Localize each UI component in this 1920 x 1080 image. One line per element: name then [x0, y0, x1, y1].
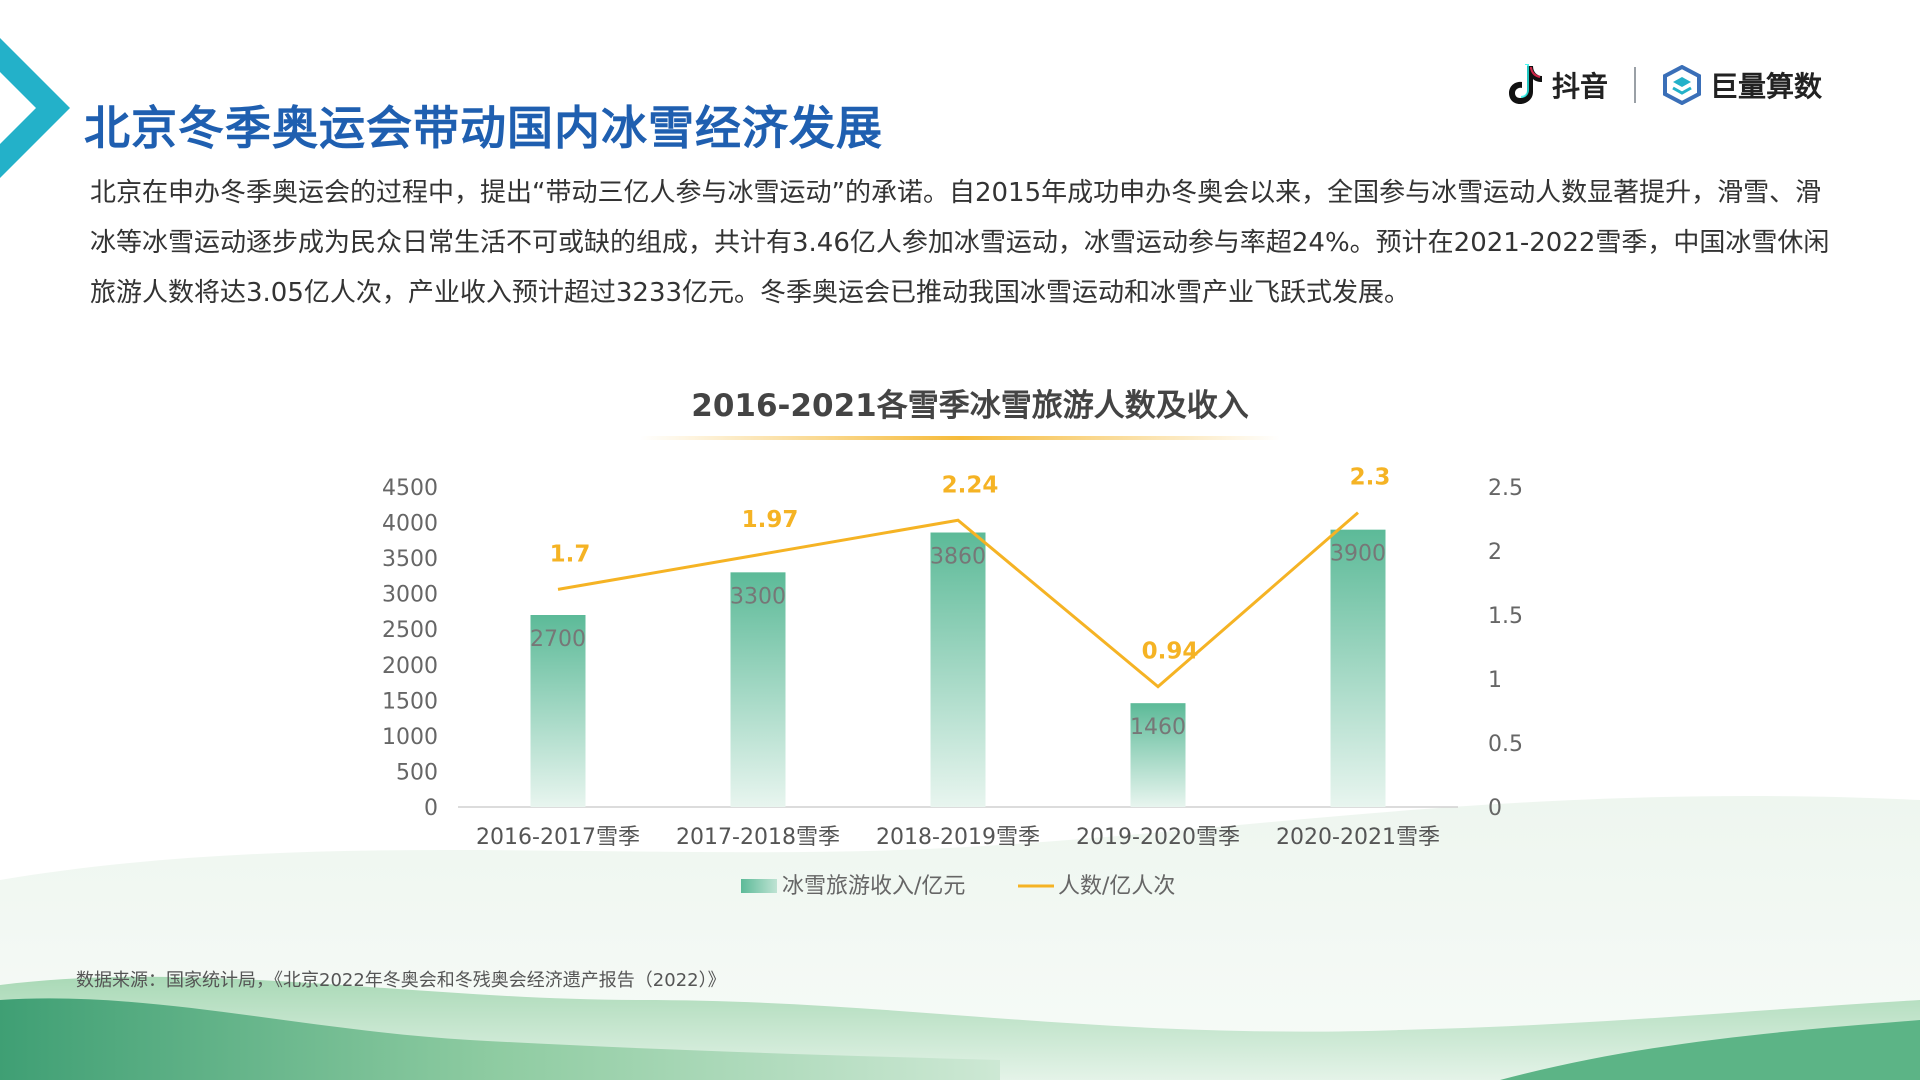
bar-value-label: 3300	[730, 584, 786, 609]
right-axis-tick-label: 2	[1488, 540, 1502, 565]
line-value-label: 2.3	[1350, 465, 1391, 491]
brand-logos: 抖音 巨量算数	[1508, 60, 1822, 110]
bar-value-label: 3900	[1330, 542, 1386, 567]
legend-line-label: 人数/亿人次	[1058, 874, 1175, 899]
bar-value-labels: 2700 3300 3860 1460 3900	[530, 542, 1386, 741]
left-y-axis: 0 500 1000 1500 2000 2500 3000 3500 4000 4500	[382, 476, 438, 821]
left-axis-tick-label: 3000	[382, 583, 438, 608]
right-axis-tick-label: 2.5	[1488, 476, 1523, 501]
logo-divider	[1634, 67, 1637, 103]
left-axis-tick-label: 2500	[382, 618, 438, 643]
left-axis-tick-label: 1500	[382, 689, 438, 714]
line-value-label: 2.24	[942, 472, 999, 498]
juliang-logo-text: 巨量算数	[1710, 70, 1823, 103]
left-axis-tick-label: 1000	[382, 725, 438, 750]
chart-title: 2016-2021各雪季冰雪旅游人数及收入	[691, 388, 1248, 424]
legend-bar-label: 冰雪旅游收入/亿元	[782, 874, 965, 899]
left-axis-tick-label: 0	[424, 796, 438, 821]
left-axis-tick-label: 4000	[382, 512, 438, 537]
left-axis-tick-label: 2000	[382, 654, 438, 679]
left-axis-tick-label: 3500	[382, 547, 438, 572]
page-title: 北京冬季奥运会带动国内冰雪经济发展	[84, 101, 883, 155]
x-axis-tick-label: 2018-2019雪季	[876, 825, 1040, 850]
legend-bar-swatch	[741, 879, 777, 893]
bar-value-label: 2700	[530, 627, 586, 652]
intro-paragraph: 北京在申办冬季奥运会的过程中，提出“带动三亿人参与冰雪运动”的承诺。自2015年…	[90, 178, 1830, 308]
x-axis-labels: 2016-2017雪季 2017-2018雪季 2018-2019雪季 2019-20…	[476, 825, 1440, 850]
right-axis-tick-label: 1	[1488, 668, 1502, 693]
x-axis-tick-label: 2019-2020雪季	[1076, 825, 1240, 850]
bar-value-label: 1460	[1130, 715, 1186, 740]
x-axis-tick-label: 2017-2018雪季	[676, 825, 840, 850]
right-axis-tick-label: 1.5	[1488, 604, 1523, 629]
bar	[530, 615, 586, 807]
x-axis-tick-label: 2016-2017雪季	[476, 825, 640, 850]
data-source-note: 数据来源：国家统计局，《北京2022年冬奥会和冬残奥会经济遗产报告（2022）》	[76, 970, 726, 991]
line-value-labels: 1.7 1.97 2.24 0.94 2.3	[550, 465, 1391, 665]
juliang-logo-icon	[1663, 65, 1702, 105]
hill-front	[0, 998, 1000, 1080]
corner-accent-inner	[0, 72, 36, 144]
right-axis-tick-label: 0.5	[1488, 732, 1523, 757]
bar	[1330, 529, 1386, 807]
bar-value-label: 3860	[930, 545, 986, 570]
x-axis-tick-label: 2020-2021雪季	[1276, 825, 1440, 850]
bar-series	[530, 529, 1386, 807]
chart-title-underline	[640, 436, 1280, 440]
douyin-logo-text: 抖音	[1552, 70, 1609, 103]
bar	[930, 532, 986, 807]
line-value-label: 0.94	[1142, 639, 1199, 665]
left-axis-tick-label: 4500	[382, 476, 438, 501]
right-axis-tick-label: 0	[1488, 796, 1502, 821]
line-series-path	[557, 511, 1359, 689]
douyin-note-icon	[1509, 64, 1542, 104]
line-value-label: 1.97	[742, 507, 799, 533]
left-axis-tick-label: 500	[396, 760, 438, 785]
bar	[730, 572, 786, 807]
hill-right	[1500, 1020, 1920, 1080]
line-value-label: 1.7	[550, 541, 591, 567]
right-y-axis: 0 0.5 1 1.5 2 2.5	[1488, 476, 1523, 821]
chart-legend: 冰雪旅游收入/亿元 人数/亿人次	[741, 874, 1175, 899]
bar	[1130, 703, 1186, 807]
